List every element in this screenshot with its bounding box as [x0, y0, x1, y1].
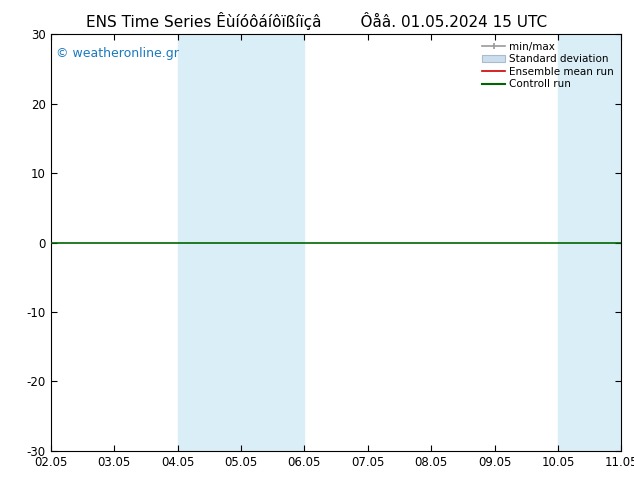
Legend: min/max, Standard deviation, Ensemble mean run, Controll run: min/max, Standard deviation, Ensemble me… — [480, 40, 616, 92]
Text: © weatheronline.gr: © weatheronline.gr — [56, 47, 179, 60]
Bar — [558, 34, 621, 451]
Bar — [178, 34, 304, 451]
Text: ENS Time Series Êùíóôáíôïßíïçâ        Ôåâ. 01.05.2024 15 UTC: ENS Time Series Êùíóôáíôïßíïçâ Ôåâ. 01.0… — [86, 12, 548, 30]
